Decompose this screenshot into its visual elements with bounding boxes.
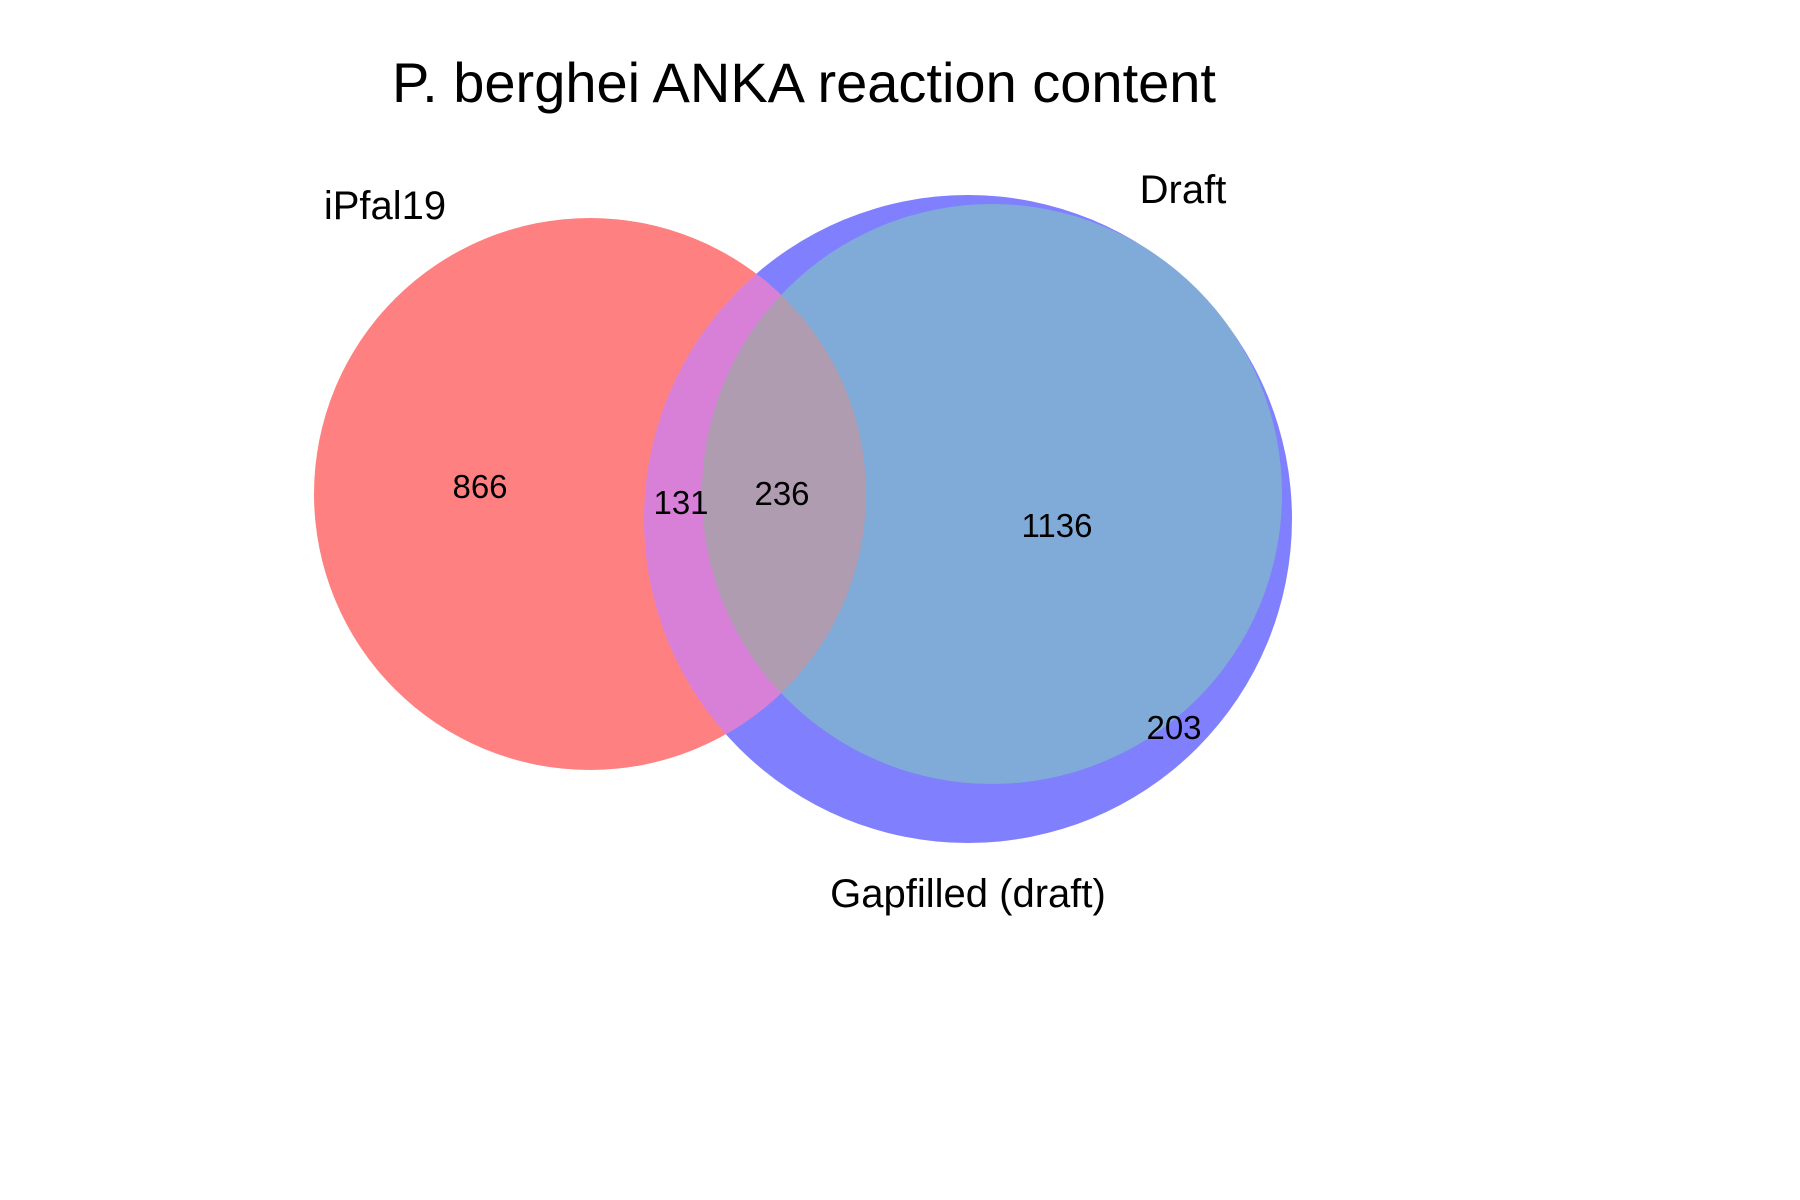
ipfal19-label: iPfal19 — [324, 184, 446, 228]
draft-gapfilled-count: 1136 — [1022, 507, 1093, 544]
draft-circle — [702, 204, 1282, 784]
gapfilled-draft-label: Gapfilled (draft) — [830, 872, 1106, 916]
ipfal19-gapfilled-count: 131 — [653, 484, 708, 521]
gapfilled-only-count: 203 — [1146, 709, 1201, 746]
draft-label: Draft — [1140, 168, 1227, 212]
ipfal19-only-count: 866 — [452, 468, 507, 505]
all-three-count: 236 — [754, 475, 809, 512]
diagram-title: P. berghei ANKA reaction content — [392, 51, 1216, 114]
venn-diagram: P. berghei ANKA reaction content 866 131… — [314, 51, 1292, 916]
